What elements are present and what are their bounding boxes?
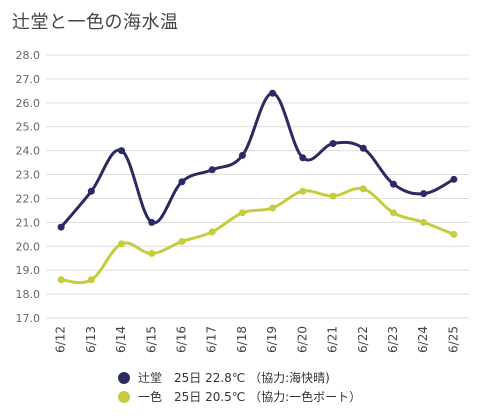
y-tick-label: 20.0 [16, 240, 41, 253]
data-point-tsujido [178, 178, 186, 186]
data-point-isshiki [148, 249, 156, 257]
x-tick-label: 6/22 [356, 326, 370, 353]
y-tick-label: 25.0 [16, 121, 41, 134]
data-point-isshiki [359, 185, 367, 193]
y-tick-label: 28.0 [16, 49, 41, 62]
x-tick-label: 6/16 [174, 326, 188, 353]
data-point-isshiki [118, 240, 126, 248]
data-point-tsujido [118, 147, 126, 155]
x-tick-label: 6/19 [265, 326, 279, 353]
x-tick-label: 6/14 [114, 326, 128, 353]
data-point-isshiki [87, 276, 95, 284]
data-point-isshiki [450, 230, 458, 238]
x-tick-label: 6/24 [416, 326, 430, 353]
y-tick-label: 17.0 [16, 312, 41, 325]
data-point-tsujido [359, 144, 367, 152]
data-point-isshiki [178, 237, 186, 245]
legend-item-isshiki[interactable]: 一色 25日 20.5℃ （協力:一色ボート） [118, 387, 361, 406]
chart-title: 辻堂と一色の海水温 [12, 12, 179, 33]
legend-marker-isshiki [118, 390, 130, 403]
y-tick-label: 27.0 [16, 73, 41, 86]
y-tick-label: 23.0 [16, 169, 41, 182]
x-tick-label: 6/21 [326, 326, 340, 353]
x-tick-label: 6/18 [235, 326, 249, 353]
data-point-tsujido [450, 175, 458, 183]
data-point-tsujido [208, 166, 216, 174]
data-point-isshiki [269, 204, 277, 212]
series-line-tsujido [59, 91, 456, 229]
data-point-tsujido [329, 139, 337, 147]
legend-marker-tsujido [118, 371, 130, 384]
data-point-isshiki [420, 218, 428, 226]
x-tick-label: 6/12 [54, 326, 68, 353]
data-point-isshiki [329, 192, 337, 200]
legend-item-tsujido[interactable]: 辻堂 25日 22.8℃ （協力:海快晴) [118, 368, 361, 387]
data-point-tsujido [87, 187, 95, 195]
x-tick-label: 6/25 [446, 326, 460, 353]
data-point-isshiki [57, 276, 65, 284]
data-point-tsujido [299, 154, 307, 162]
data-point-tsujido [57, 223, 65, 231]
x-tick-label: 6/17 [205, 326, 219, 353]
data-point-tsujido [389, 180, 397, 188]
legend-label-isshiki: 一色 25日 20.5℃ （協力:一色ボート） [138, 390, 362, 404]
y-tick-label: 26.0 [16, 97, 41, 110]
x-tick-label: 6/23 [386, 326, 400, 353]
y-tick-label: 22.0 [16, 192, 41, 205]
x-tick-label: 6/13 [84, 326, 98, 353]
y-tick-label: 21.0 [16, 216, 41, 229]
y-tick-label: 24.0 [16, 145, 41, 158]
data-point-isshiki [389, 209, 397, 217]
legend: 辻堂 25日 22.8℃ （協力:海快晴) 一色 25日 20.5℃ （協力:一… [118, 368, 361, 406]
data-point-tsujido [238, 151, 246, 159]
y-tick-label: 19.0 [16, 264, 41, 277]
data-point-tsujido [148, 218, 156, 226]
y-tick-label: 18.0 [16, 288, 41, 301]
x-tick-label: 6/20 [295, 326, 309, 353]
data-point-tsujido [269, 89, 277, 97]
data-point-isshiki [208, 228, 216, 236]
data-point-isshiki [238, 209, 246, 217]
x-tick-label: 6/15 [144, 326, 158, 353]
legend-label-tsujido: 辻堂 25日 22.8℃ （協力:海快晴) [138, 371, 330, 385]
data-point-isshiki [299, 187, 307, 195]
data-point-tsujido [420, 190, 428, 198]
series-line-isshiki [59, 186, 456, 285]
